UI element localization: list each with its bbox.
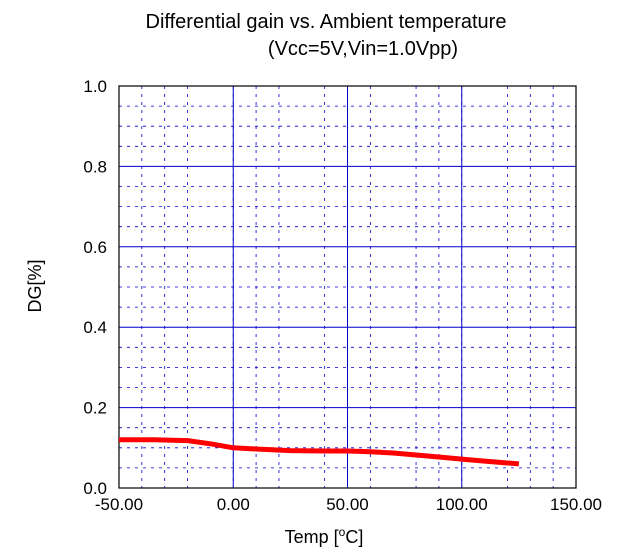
plot-frame xyxy=(118,85,577,489)
x-tick-label: 150.00 xyxy=(550,495,602,514)
chart-title: Differential gain vs. Ambient temperatur… xyxy=(146,11,507,33)
x-tick-label: -50.00 xyxy=(95,495,143,514)
x-tick-label: 100.00 xyxy=(436,495,488,514)
series-line xyxy=(119,437,520,467)
plot-area: -50.00 0.00 50.00 100.00 150.00 0.0 0.2 0.4 0.6 0… xyxy=(83,77,602,514)
x-axis-label: Temp [oC] xyxy=(285,525,364,547)
y-tick-label: 0.4 xyxy=(83,318,107,337)
x-tick-label: 50.00 xyxy=(326,495,369,514)
y-tick-label: 0.0 xyxy=(83,479,107,498)
y-axis-label: DG[%] xyxy=(25,259,45,312)
y-tick-label: 1.0 xyxy=(83,77,107,96)
x-tick-label: 0.00 xyxy=(217,495,250,514)
y-tick-label: 0.8 xyxy=(83,157,107,176)
y-tick-label: 0.6 xyxy=(83,238,107,257)
y-tick-label: 0.2 xyxy=(83,399,107,418)
chart-subtitle: (Vcc=5V,Vin=1.0Vpp) xyxy=(268,38,458,60)
